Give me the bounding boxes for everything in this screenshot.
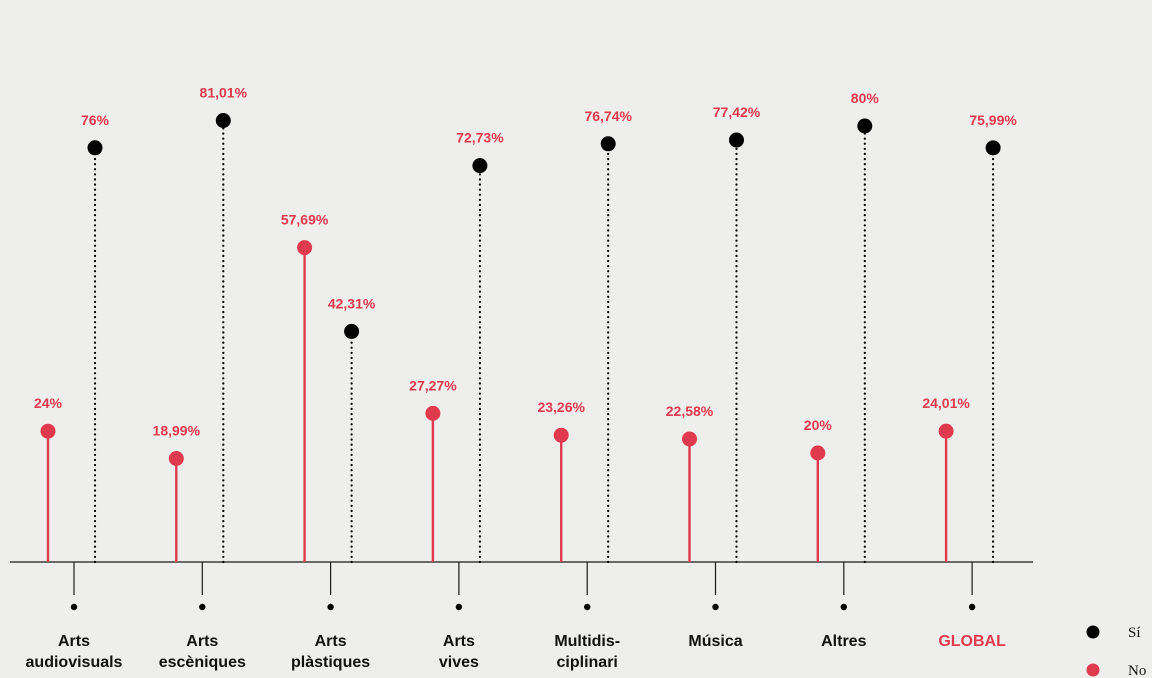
category-label: GLOBAL: [938, 633, 1006, 650]
marker-s: [985, 140, 1001, 156]
category-tick-dot: [455, 603, 463, 611]
category-tick-dot: [968, 603, 976, 611]
data-label: 57,69%: [281, 212, 329, 228]
data-label: 72,73%: [456, 130, 504, 146]
data-label: 76,74%: [584, 108, 632, 124]
category-tick-dot: [840, 603, 847, 611]
data-label: 75,99%: [969, 112, 1017, 128]
marker-s: [472, 158, 488, 174]
category-label: Arts: [315, 633, 347, 650]
data-label: 76%: [81, 112, 110, 128]
data-label: 24,01%: [922, 395, 970, 411]
data-label: 80%: [851, 90, 880, 106]
category-tick-dot: [199, 603, 206, 611]
category-label: Multidis-: [554, 633, 620, 650]
category-tick-dot: [584, 603, 591, 611]
marker-s: [215, 112, 231, 128]
legend-label: No: [1128, 663, 1146, 678]
marker-no: [425, 405, 441, 421]
category-tick-dot: [327, 603, 334, 611]
marker-s: [600, 136, 616, 152]
data-label: 20%: [804, 417, 833, 433]
marker-no: [938, 423, 954, 439]
category-label: Música: [688, 633, 742, 650]
category-label: Arts: [443, 633, 475, 650]
marker-no: [682, 431, 697, 447]
category-tick-dot: [712, 603, 719, 611]
category-label: Arts: [58, 633, 90, 650]
data-label: 23,26%: [537, 399, 585, 415]
category-label: audiovisuals: [26, 654, 123, 671]
marker-no: [553, 427, 569, 443]
category-label: escèniques: [159, 654, 246, 671]
data-label: 27,27%: [409, 377, 457, 393]
category-label: vives: [439, 654, 479, 671]
marker-no: [810, 445, 826, 461]
marker-s: [87, 140, 103, 156]
category-label: Altres: [821, 633, 866, 650]
marker-no: [297, 240, 313, 256]
marker-no: [168, 451, 184, 467]
legend-label: Sí: [1128, 625, 1141, 641]
data-label: 18,99%: [153, 423, 201, 439]
category-tick-dot: [70, 603, 78, 611]
data-label: 42,31%: [328, 295, 376, 311]
data-label: 22,58%: [666, 403, 714, 419]
data-label: 77,42%: [713, 104, 761, 120]
marker-s: [344, 323, 360, 339]
data-label: 81,01%: [200, 84, 248, 100]
category-label: Arts: [186, 633, 218, 650]
data-label: 24%: [34, 395, 63, 411]
category-label: ciplinari: [557, 654, 618, 671]
legend-marker: [1086, 625, 1100, 639]
legend-marker: [1086, 663, 1100, 677]
marker-s: [729, 132, 744, 148]
marker-s: [857, 118, 873, 134]
category-label: plàstiques: [291, 654, 370, 671]
marker-no: [40, 423, 56, 439]
